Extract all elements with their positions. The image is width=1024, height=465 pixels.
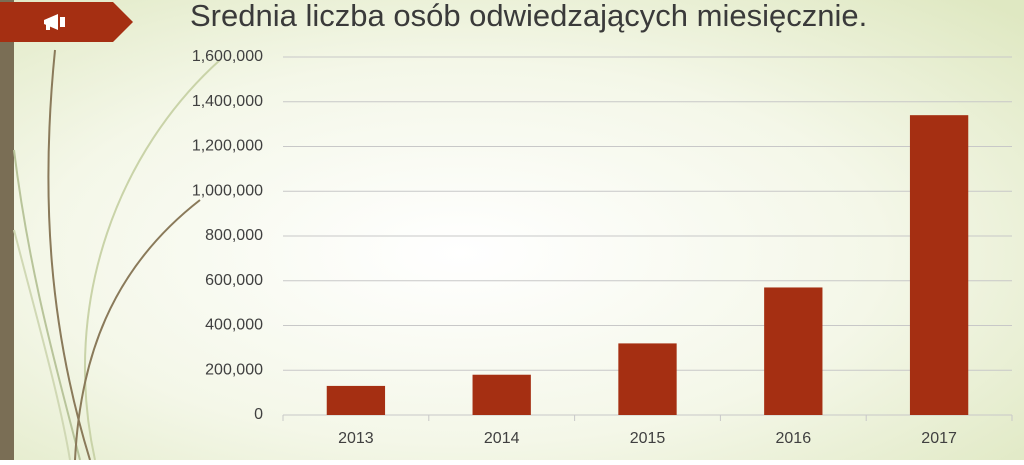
bar bbox=[764, 287, 823, 415]
x-tick-label: 2014 bbox=[484, 430, 520, 447]
x-tick-label: 2015 bbox=[630, 430, 666, 447]
x-tick-label: 2013 bbox=[338, 430, 374, 447]
bar bbox=[618, 343, 677, 415]
bar bbox=[326, 385, 386, 415]
y-tick-label: 800,000 bbox=[205, 227, 263, 244]
bar bbox=[472, 374, 531, 415]
y-tick-label: 1,200,000 bbox=[192, 138, 263, 155]
x-tick-label: 2016 bbox=[776, 430, 812, 447]
megaphone-icon bbox=[44, 14, 65, 30]
y-tick-label: 0 bbox=[254, 406, 263, 423]
y-tick-label: 1,400,000 bbox=[192, 93, 263, 110]
y-tick-label: 1,000,000 bbox=[192, 182, 263, 199]
y-tick-label: 400,000 bbox=[205, 317, 263, 334]
bar bbox=[909, 115, 969, 416]
y-tick-label: 200,000 bbox=[205, 361, 263, 378]
chart-title: Srednia liczba osób odwiedzających miesi… bbox=[190, 0, 867, 33]
y-tick-label: 600,000 bbox=[205, 272, 263, 289]
title-tag bbox=[0, 2, 133, 42]
decor-curves bbox=[13, 49, 221, 461]
side-strip bbox=[0, 0, 14, 460]
x-tick-label: 2017 bbox=[921, 430, 957, 447]
y-tick-label: 1,600,000 bbox=[192, 48, 263, 65]
